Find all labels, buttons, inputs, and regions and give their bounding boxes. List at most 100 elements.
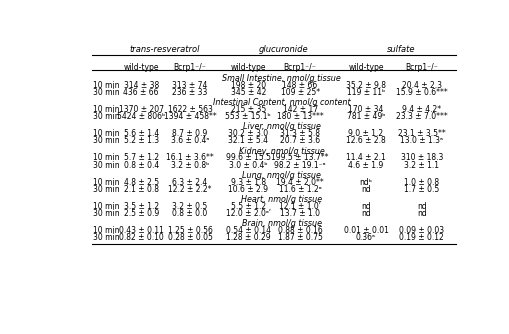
Text: 30 min: 30 min	[93, 161, 120, 170]
Text: glucuronide: glucuronide	[259, 45, 308, 54]
Text: 3.2 ± 0.8ᵇ: 3.2 ± 0.8ᵇ	[171, 161, 209, 170]
Text: 0.28 ± 0.05: 0.28 ± 0.05	[167, 233, 212, 242]
Text: 8.7 ± 0.9: 8.7 ± 0.9	[172, 129, 207, 138]
Text: 30 min: 30 min	[93, 112, 120, 121]
Text: 3.5 ± 1.2: 3.5 ± 1.2	[124, 202, 158, 211]
Text: 310 ± 18.3: 310 ± 18.3	[400, 153, 442, 162]
Text: Bcrp1⁻/⁻: Bcrp1⁻/⁻	[405, 63, 437, 72]
Text: 236 ± 33: 236 ± 33	[172, 88, 207, 97]
Text: 148 ± 66: 148 ± 66	[282, 80, 317, 90]
Text: nd: nd	[416, 209, 426, 218]
Text: nd: nd	[416, 202, 426, 211]
Text: 4.8 ± 2.5: 4.8 ± 2.5	[124, 178, 158, 186]
Text: 2.1 ± 0.8: 2.1 ± 0.8	[124, 185, 158, 194]
Text: 0.43 ± 0.11: 0.43 ± 0.11	[119, 226, 163, 235]
Text: 9.0 ± 1.2: 9.0 ± 1.2	[348, 129, 383, 138]
Text: 345 ± 42: 345 ± 42	[230, 88, 265, 97]
Text: 11.4 ± 2.1: 11.4 ± 2.1	[346, 153, 385, 162]
Text: nd: nd	[360, 202, 370, 211]
Text: 30 min: 30 min	[93, 136, 120, 145]
Text: 9.3 ± 1.8: 9.3 ± 1.8	[230, 178, 265, 186]
Text: 314 ± 38: 314 ± 38	[123, 80, 159, 90]
Text: 2.5 ± 0.9: 2.5 ± 0.9	[123, 209, 159, 218]
Text: 119 ± 11ᵇ: 119 ± 11ᵇ	[346, 88, 384, 97]
Text: 1.0 ± 0.8: 1.0 ± 0.8	[404, 178, 438, 186]
Text: 0.8 ± 0.4: 0.8 ± 0.4	[123, 161, 159, 170]
Text: 13.7 ± 1.0: 13.7 ± 1.0	[279, 209, 320, 218]
Text: 35.2 ± 9.8: 35.2 ± 9.8	[345, 80, 385, 90]
Text: 313 ± 74: 313 ± 74	[172, 80, 207, 90]
Text: 11.6 ± 1.2ᵃ: 11.6 ± 1.2ᵃ	[278, 185, 321, 194]
Text: 1622 ± 563: 1622 ± 563	[167, 105, 212, 114]
Text: 30.2 ± 3.0: 30.2 ± 3.0	[228, 129, 268, 138]
Text: 0.36ᵃ: 0.36ᵃ	[355, 233, 375, 242]
Text: 30 min: 30 min	[93, 88, 120, 97]
Text: 20.4 ± 2.3: 20.4 ± 2.3	[401, 80, 441, 90]
Text: 142 ± 17: 142 ± 17	[282, 105, 317, 114]
Text: Small Intestine, nmol/g tissue: Small Intestine, nmol/g tissue	[222, 74, 340, 83]
Text: 781 ± 49ᵇ: 781 ± 49ᵇ	[346, 112, 384, 121]
Text: Liver, nmol/g tissue: Liver, nmol/g tissue	[242, 123, 320, 132]
Text: 1394 ± 458**: 1394 ± 458**	[163, 112, 216, 121]
Text: 180 ± 13***: 180 ± 13***	[276, 112, 323, 121]
Text: 31.3 ± 5.8: 31.3 ± 5.8	[279, 129, 320, 138]
Text: 98.2 ± 19.1⁻ᵃ: 98.2 ± 19.1⁻ᵃ	[274, 161, 325, 170]
Text: 198 ± 20: 198 ± 20	[230, 80, 265, 90]
Text: 32.1 ± 5.4: 32.1 ± 5.4	[228, 136, 268, 145]
Text: wild-type: wild-type	[230, 63, 265, 72]
Text: 215 ± 35: 215 ± 35	[230, 105, 265, 114]
Text: 9.4 ± 4.2*: 9.4 ± 4.2*	[402, 105, 440, 114]
Text: 4.6 ± 1.9: 4.6 ± 1.9	[348, 161, 383, 170]
Text: 10 min: 10 min	[93, 178, 120, 186]
Text: 170 ± 34: 170 ± 34	[348, 105, 383, 114]
Text: 3.2 ± 0.5: 3.2 ± 0.5	[172, 202, 207, 211]
Text: Intestinal Content, nmol/g content: Intestinal Content, nmol/g content	[212, 98, 350, 107]
Text: 0.54 ± 0.14: 0.54 ± 0.14	[225, 226, 270, 235]
Text: 10.6 ± 2.9: 10.6 ± 2.9	[228, 185, 268, 194]
Text: Bcrp1⁻/⁻: Bcrp1⁻/⁻	[174, 63, 206, 72]
Text: 0.09 ± 0.03: 0.09 ± 0.03	[399, 226, 443, 235]
Text: 30 min: 30 min	[93, 209, 120, 218]
Text: 16.1 ± 3.6**: 16.1 ± 3.6**	[166, 153, 214, 162]
Text: 553 ± 15.1ᵇ: 553 ± 15.1ᵇ	[225, 112, 271, 121]
Text: 12.2 ± 2.2*: 12.2 ± 2.2*	[168, 185, 211, 194]
Text: 15.9 ± 0.6***: 15.9 ± 0.6***	[395, 88, 447, 97]
Text: 6.3 ± 2.4: 6.3 ± 2.4	[172, 178, 207, 186]
Text: 436 ± 66: 436 ± 66	[123, 88, 159, 97]
Text: 5.7 ± 1.2: 5.7 ± 1.2	[124, 153, 158, 162]
Text: Brain, nmol/g tissue: Brain, nmol/g tissue	[241, 219, 321, 228]
Text: 1370 ± 207: 1370 ± 207	[119, 105, 163, 114]
Text: 109 ± 25*: 109 ± 25*	[280, 88, 319, 97]
Text: 10 min: 10 min	[93, 105, 120, 114]
Text: 10 min: 10 min	[93, 129, 120, 138]
Text: 3.2 ± 1.1: 3.2 ± 1.1	[404, 161, 438, 170]
Text: 10 min: 10 min	[93, 226, 120, 235]
Text: sulfate: sulfate	[386, 45, 414, 54]
Text: 3.0 ± 0.4ᵇ: 3.0 ± 0.4ᵇ	[229, 161, 267, 170]
Text: nd: nd	[360, 209, 370, 218]
Text: 5.2 ± 1.3: 5.2 ± 1.3	[124, 136, 158, 145]
Text: 1.28 ± 0.29: 1.28 ± 0.29	[225, 233, 270, 242]
Text: Bcrp1⁻/⁻: Bcrp1⁻/⁻	[283, 63, 316, 72]
Text: 1.7 ± 0.5: 1.7 ± 0.5	[404, 185, 439, 194]
Text: 10 min: 10 min	[93, 80, 120, 90]
Text: 199.5 ± 13.7**: 199.5 ± 13.7**	[271, 153, 328, 162]
Text: 99.6 ± 15.5: 99.6 ± 15.5	[225, 153, 270, 162]
Text: 3.6 ± 0.4ᵃ: 3.6 ± 0.4ᵃ	[171, 136, 209, 145]
Text: 0.8 ± 0.0: 0.8 ± 0.0	[172, 209, 207, 218]
Text: 5.6 ± 1.4: 5.6 ± 1.4	[123, 129, 159, 138]
Text: 30 min: 30 min	[93, 185, 120, 194]
Text: 0.88 ± 0.16: 0.88 ± 0.16	[277, 226, 322, 235]
Text: 30 min: 30 min	[93, 233, 120, 242]
Text: 10 min: 10 min	[93, 153, 120, 162]
Text: 1.25 ± 0.56: 1.25 ± 0.56	[167, 226, 212, 235]
Text: 13.0 ± 1.3ᵃ: 13.0 ± 1.3ᵃ	[400, 136, 442, 145]
Text: 20.7 ± 3.6: 20.7 ± 3.6	[279, 136, 320, 145]
Text: 19.4 ± 2.0**: 19.4 ± 2.0**	[276, 178, 323, 186]
Text: Heart, nmol/g tissue: Heart, nmol/g tissue	[240, 195, 322, 204]
Text: 0.19 ± 0.12: 0.19 ± 0.12	[399, 233, 443, 242]
Text: 23.1 ± 3.5**: 23.1 ± 3.5**	[397, 129, 445, 138]
Text: 10 min: 10 min	[93, 202, 120, 211]
Text: wild-type: wild-type	[123, 63, 159, 72]
Text: Kidney, nmol/g tissue: Kidney, nmol/g tissue	[238, 147, 324, 156]
